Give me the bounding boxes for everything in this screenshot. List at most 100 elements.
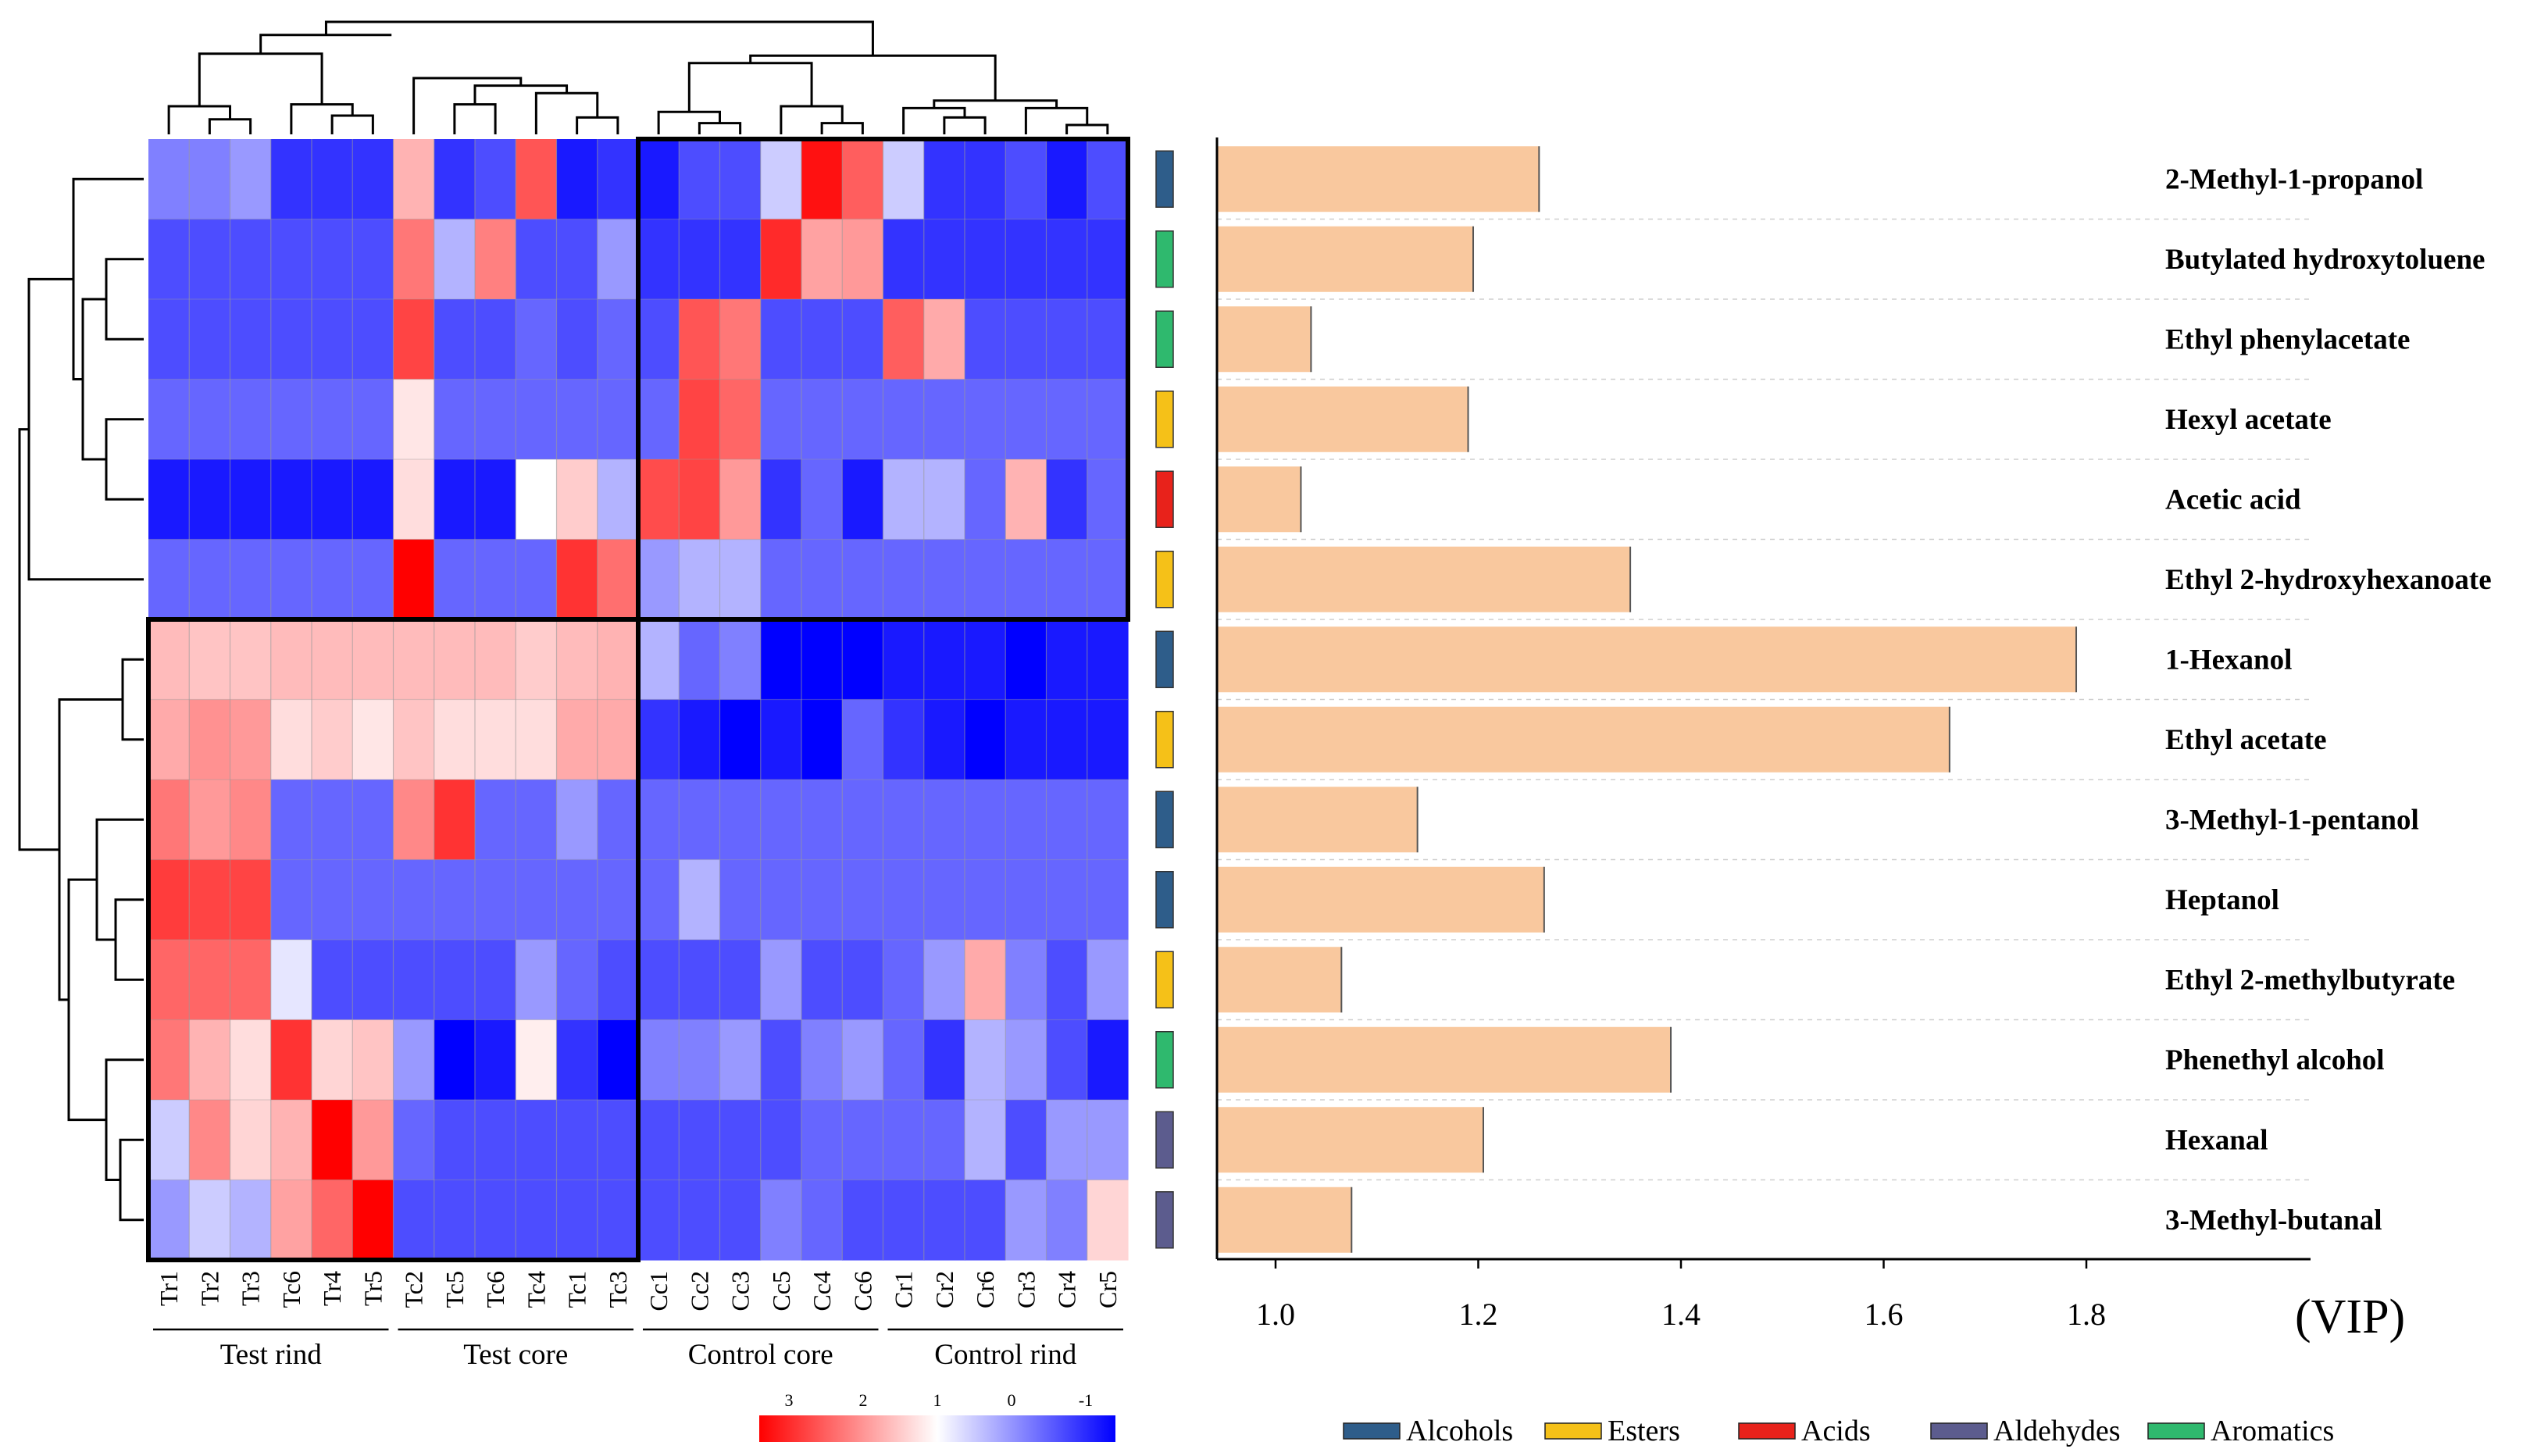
heatmap-cell [965,139,1006,220]
heatmap-cell [1005,539,1047,620]
heatmap-cell [516,1179,558,1261]
heatmap-cell [230,539,272,620]
dendrogram-branch [943,116,987,134]
heatmap-cell [965,859,1006,940]
heatmap-cell [842,379,884,460]
heatmap-cell [516,139,558,220]
dendrogram-branch [576,116,619,134]
heatmap-cell [556,379,598,460]
heatmap-cell [923,459,965,541]
heatmap-cell [270,1179,312,1261]
column-dendrogram [167,20,1109,134]
sample-label: Cr5 [1094,1271,1122,1308]
heatmap-cell [148,699,190,780]
heatmap-cell [352,139,394,220]
vip-bar [1217,626,2076,693]
heatmap-cell [883,859,925,940]
heatmap-cell [638,219,680,300]
heatmap-cell [148,139,190,220]
heatmap-cell [719,699,762,780]
dendrogram-branch [119,1138,144,1222]
heatmap-cell [638,780,680,861]
heatmap-cell [516,699,558,780]
group-label: Control core [688,1339,833,1371]
heatmap-cell [230,299,272,380]
dendrogram-branch [534,91,599,134]
heatmap-cell [230,780,272,861]
dendrogram-branch [453,103,497,134]
heatmap-cell [1087,139,1129,220]
colorbar-tick: 2 [859,1390,868,1410]
heatmap-cell [719,379,762,460]
sample-label: Cr6 [971,1271,999,1308]
heatmap-cell [1005,940,1047,1021]
heatmap-cell [230,379,272,460]
heatmap-cell [923,139,965,220]
sample-label: Tc6 [277,1271,305,1308]
heatmap-cell [719,1100,762,1181]
heatmap-cell [516,940,558,1021]
heatmap-cell [393,539,435,620]
heatmap-cell [923,379,965,460]
heatmap-cell [965,699,1006,780]
heatmap-cell [679,1179,721,1261]
heatmap-cell [1046,219,1088,300]
group-label: Test rind [220,1339,322,1371]
heatmap-cell [638,1100,680,1181]
heatmap-cell [434,780,476,861]
class-marker [1155,1031,1174,1089]
heatmap-cell [760,139,802,220]
heatmap-cell [148,1019,190,1101]
heatmap-cell [760,299,802,380]
heatmap-cell [801,459,843,541]
heatmap-cell [923,859,965,940]
vip-bar [1217,866,1544,933]
compound-label: Ethyl 2-methylbutyrate [2165,964,2455,996]
heatmap-cell [1046,699,1088,780]
class-marker [1155,1191,1174,1249]
heatmap-cell [597,139,639,220]
heatmap-cell [475,379,516,460]
heatmap-cell [638,619,680,701]
sample-label: Cc2 [685,1271,713,1311]
vip-bar [1217,1107,1483,1173]
dendrogram-branch [105,418,144,501]
heatmap-cell [148,1179,190,1261]
heatmap-cell [312,459,353,541]
heatmap-cell [760,1019,802,1101]
sample-label: Tr2 [195,1271,223,1306]
heatmap-cell [312,219,353,300]
heatmap-cell [475,940,516,1021]
dendrogram-branch [290,103,354,134]
heatmap-cell [270,699,312,780]
heatmap-cell [760,1179,802,1261]
dendrogram-branch [121,658,144,741]
heatmap-cell [719,539,762,620]
dendrogram-branch [114,898,144,981]
heatmap-cell [230,859,272,940]
colorbar-tick: 0 [1008,1390,1016,1410]
heatmap-cell [760,219,802,300]
heatmap-cell [556,1100,598,1181]
heatmap-cell [638,539,680,620]
heatmap-cell [352,780,394,861]
heatmap-cell [148,539,190,620]
heatmap-cell [638,859,680,940]
heatmap-cell [801,379,843,460]
dendrogram-branch [27,277,144,581]
heatmap-cell [842,859,884,940]
class-marker [1155,871,1174,929]
heatmap-cell [148,619,190,701]
vip-bar [1217,787,1418,853]
heatmap-cell [719,459,762,541]
x-tick-label: 1.4 [1661,1297,1700,1332]
heatmap-cell [434,539,476,620]
heatmap-cell [638,1179,680,1261]
vip-bar [1217,706,1950,773]
heatmap-cell [883,1179,925,1261]
heatmap-cell [638,299,680,380]
heatmap-cell [434,619,476,701]
heatmap-cell [923,1179,965,1261]
heatmap-cell [883,459,925,541]
heatmap-cell [965,539,1006,620]
